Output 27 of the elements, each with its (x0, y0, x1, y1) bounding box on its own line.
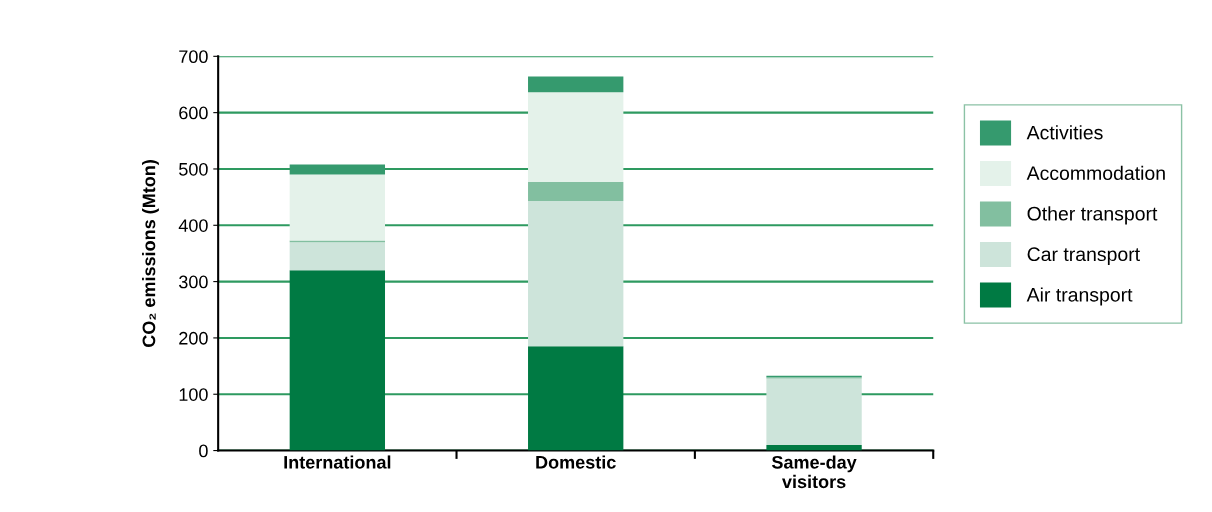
y-tick-label: 100 (179, 388, 208, 401)
bar (528, 92, 624, 182)
legend-label: Accommodation (1026, 165, 1165, 181)
y-tick-label: 0 (199, 444, 208, 458)
bar (528, 346, 624, 451)
y-axis-title: CO₂ emissions (Mton) (142, 160, 159, 347)
bar (766, 378, 862, 445)
x-tick-label: International (284, 455, 391, 469)
y-tick-label: 700 (179, 50, 208, 64)
bar (528, 181, 624, 202)
legend-label: Car transport (1027, 247, 1140, 265)
bar (528, 201, 624, 347)
bar (289, 270, 386, 451)
y-tick-label: 400 (178, 219, 208, 232)
y-tick-label: 600 (179, 106, 208, 120)
legend-label: Air transport (1026, 287, 1133, 306)
bar (528, 76, 624, 93)
y-tick-label: 200 (179, 331, 208, 345)
bar (289, 174, 386, 241)
bar (289, 242, 386, 271)
legend-label: Activities (1026, 125, 1103, 140)
legend-label: Other transport (1027, 206, 1158, 225)
bar (289, 164, 386, 175)
y-tick-label: 500 (179, 162, 208, 176)
x-tick-label: Domestic (536, 455, 616, 469)
y-tick-label: 300 (179, 275, 208, 289)
x-tick-label: Same-day visitors (771, 455, 857, 489)
